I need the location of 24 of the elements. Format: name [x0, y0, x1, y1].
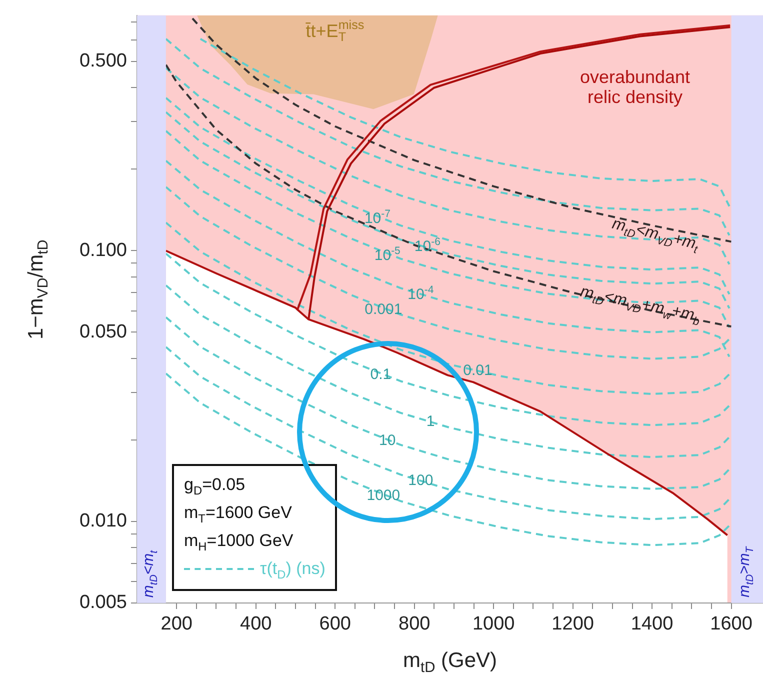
x-tick-label: 400 — [240, 614, 272, 635]
x-axis-title: m$_{tD}$ (GeV) — [403, 649, 498, 676]
x-tick-label: 1200 — [552, 614, 594, 635]
y-tick-label: 0.005 — [79, 592, 127, 614]
x-tick-label: 600 — [319, 614, 351, 635]
text: g$_{D}$=0.05 m$_{T}$=1600 GeV m$_{H}$=1000 GeV — [184, 475, 294, 554]
annotation: 1000 — [366, 486, 400, 504]
legend-label: τ(t$_{D}$) (ns) — [259, 558, 326, 583]
x-tick-label: 800 — [398, 614, 430, 635]
annotation: overabundant relic density — [578, 67, 692, 108]
annotation: 0.001 — [364, 300, 402, 318]
annotation: 10$^{-5}$ — [374, 244, 400, 264]
x-tick-label: 200 — [160, 614, 192, 635]
annotation: 1 — [426, 412, 435, 430]
y-tick-label: 0.010 — [79, 510, 127, 532]
x-tick-label: 1600 — [710, 614, 752, 635]
y-tick-label: 0.500 — [79, 50, 127, 72]
annotation: 10$^{-7}$ — [364, 208, 390, 228]
y-tick-label: 0.100 — [79, 240, 127, 261]
annotation: m$_{tD}$<m$_{VD}$+m$_{w}$+m$_{b}$ — [578, 283, 702, 329]
x-tick-label: 1000 — [472, 614, 515, 635]
y-tick-label: 0.050 — [79, 321, 127, 342]
x-tick-label: 1400 — [630, 614, 674, 635]
annotation: 10 — [379, 432, 396, 450]
